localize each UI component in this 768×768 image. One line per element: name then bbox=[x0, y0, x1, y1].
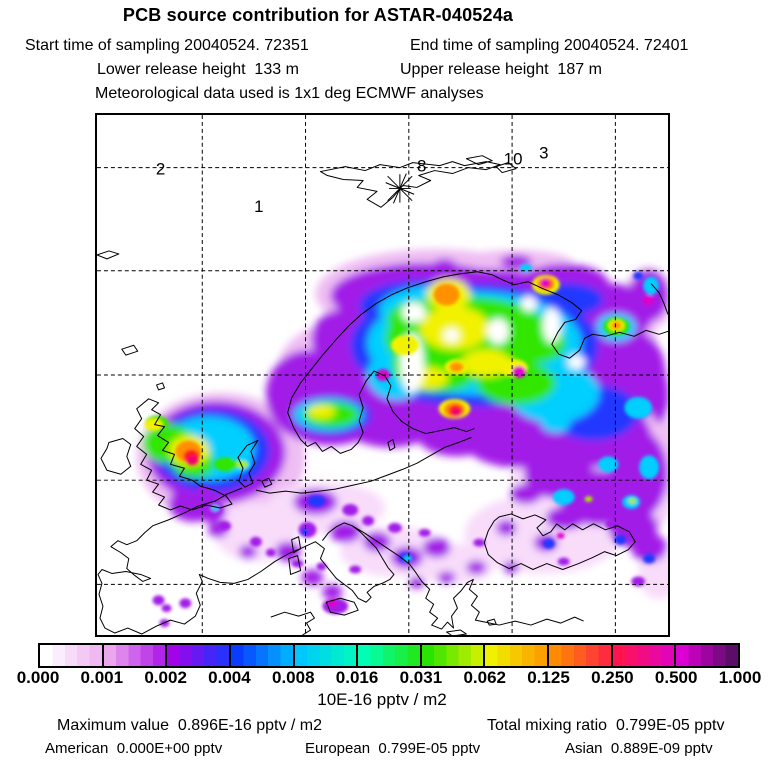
plume-field-layer bbox=[136, 248, 668, 601]
colorbar-segment bbox=[419, 645, 484, 666]
colorbar-segment bbox=[674, 645, 739, 666]
plume-core-dots-layer bbox=[144, 263, 660, 628]
upper-release-text: Upper release height 187 m bbox=[400, 61, 602, 78]
coastlines bbox=[97, 155, 668, 635]
colorbar-segment bbox=[165, 645, 229, 666]
asian-contribution-text: Asian 0.889E-09 pptv bbox=[565, 740, 713, 757]
colorbar bbox=[38, 643, 740, 668]
page-title: PCB source contribution for ASTAR-040524… bbox=[122, 5, 514, 25]
colorbar-tick-labels: 0.000 0.001 0.002 0.004 0.008 0.016 0.031 0.062… bbox=[0, 668, 768, 688]
colorbar-tick-label: 0.062 bbox=[463, 668, 506, 687]
map-number-label: 1 bbox=[254, 197, 263, 216]
max-value-text: Maximum value 0.896E-16 pptv / m2 bbox=[57, 717, 323, 734]
colorbar-tick-label: 0.001 bbox=[80, 668, 124, 687]
colorbar-segment bbox=[356, 645, 420, 666]
european-contribution-text: European 0.799E-05 pptv bbox=[305, 740, 481, 757]
colorbar-segment bbox=[292, 645, 357, 666]
lower-release-text: Lower release height 133 m bbox=[97, 61, 299, 78]
colorbar-tick-label: 0.031 bbox=[399, 668, 443, 687]
map-number-label: 10 bbox=[504, 150, 523, 169]
american-contribution-text: American 0.000E+00 pptv bbox=[45, 740, 223, 757]
dispersion-map: 2 1 8 10 3 bbox=[95, 113, 670, 637]
colorbar-unit-label: 10E-16 pptv / m2 bbox=[317, 690, 447, 709]
colorbar-tick-label: 0.016 bbox=[335, 668, 379, 687]
colorbar-tick-label: 1.000 bbox=[718, 668, 762, 687]
map-number-label: 3 bbox=[539, 144, 548, 163]
colorbar-tick-label: 0.004 bbox=[208, 668, 251, 687]
gridlines bbox=[97, 115, 668, 635]
met-data-text: Meteorological data used is 1x1 deg ECMW… bbox=[95, 85, 484, 102]
colorbar-tick-label: 0.000 bbox=[16, 668, 60, 687]
map-number-label: 8 bbox=[417, 157, 426, 176]
colorbar-segment bbox=[610, 645, 675, 666]
colorbar-tick-label: 0.500 bbox=[654, 668, 698, 687]
colorbar-segment bbox=[547, 645, 611, 666]
colorbar-segment bbox=[40, 645, 102, 666]
colorbar-segment bbox=[228, 645, 293, 666]
end-time-text: End time of sampling 20040524. 72401 bbox=[410, 37, 689, 54]
colorbar-segment bbox=[101, 645, 166, 666]
total-mixing-ratio-text: Total mixing ratio 0.799E-05 pptv bbox=[487, 717, 725, 734]
colorbar-tick-label: 0.250 bbox=[591, 668, 634, 687]
colorbar-tick-label: 0.008 bbox=[271, 668, 315, 687]
map-number-label: 2 bbox=[156, 160, 165, 179]
colorbar-tick-label: 0.002 bbox=[144, 668, 187, 687]
colorbar-tick-label: 0.125 bbox=[527, 668, 570, 687]
colorbar-segment bbox=[483, 645, 548, 666]
start-time-text: Start time of sampling 20040524. 72351 bbox=[25, 37, 309, 54]
source-marker-asterisk bbox=[385, 173, 415, 204]
map-number-labels: 2 1 8 10 3 bbox=[156, 144, 549, 217]
